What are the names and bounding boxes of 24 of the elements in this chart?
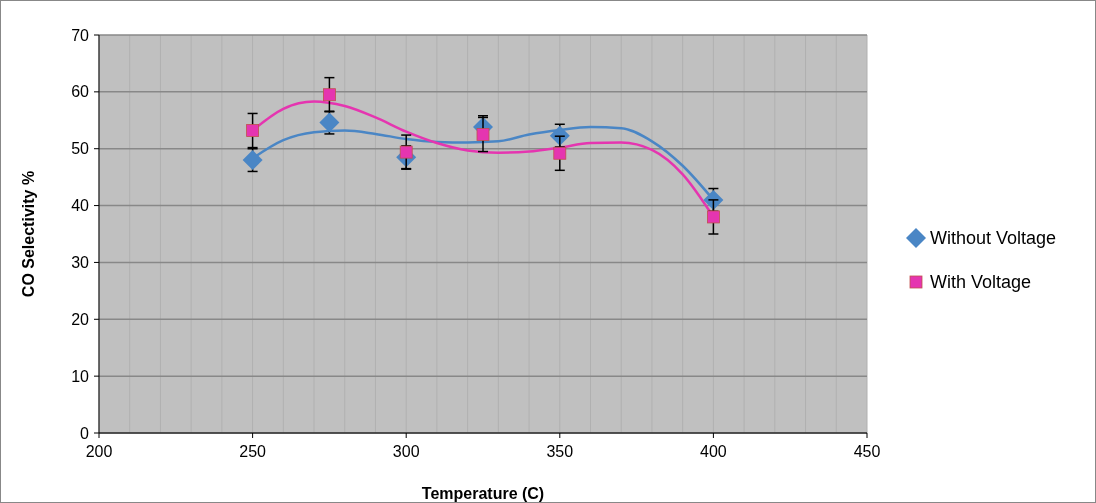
- point: [476, 128, 490, 141]
- y-tick-label: 60: [71, 83, 90, 101]
- point: [399, 145, 413, 159]
- y-tick-label: 50: [71, 140, 90, 158]
- x-tick-label: 400: [700, 443, 727, 460]
- y-tick-label: 20: [71, 310, 90, 328]
- y-tick-label: 10: [71, 367, 90, 385]
- point: [707, 210, 720, 224]
- y-tick-label: 0: [80, 424, 90, 442]
- x-tick-label: 450: [853, 443, 881, 460]
- x-tick-label: 350: [546, 443, 574, 460]
- x-tick-label: 250: [239, 443, 267, 460]
- y-axis-title: CO Selectivity %: [20, 170, 37, 298]
- x-tick-label: 300: [392, 443, 420, 460]
- point: [323, 88, 336, 102]
- x-axis-title: Temperature (C): [421, 485, 545, 502]
- legend-label: With Voltage: [930, 272, 1032, 293]
- point: [553, 146, 567, 160]
- y-tick-label: 40: [71, 197, 90, 215]
- point: [246, 124, 259, 137]
- y-tick-label: 30: [71, 254, 90, 272]
- y-tick-label: 70: [71, 26, 90, 44]
- legend-label: Without Voltage: [930, 228, 1057, 249]
- x-tick-label: 200: [85, 443, 113, 460]
